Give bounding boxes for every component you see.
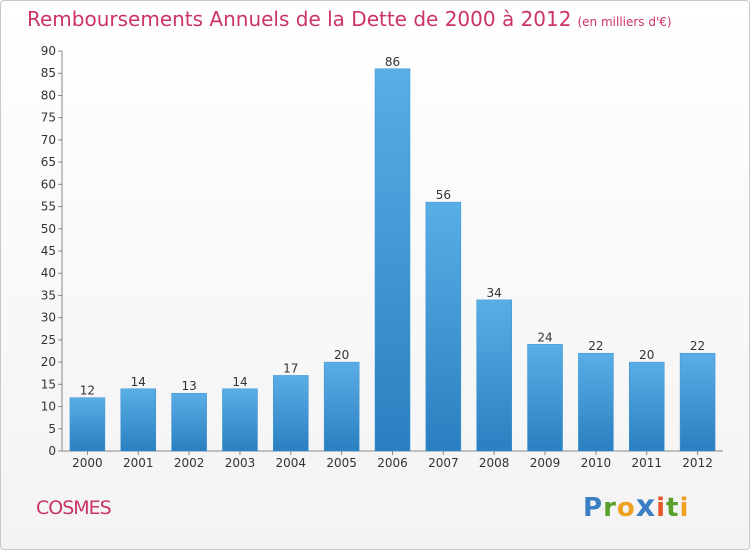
bar-value-label: 24 [537,330,552,344]
y-tick-label: 70 [41,133,56,147]
bar-value-label: 56 [436,188,451,202]
bar-value-label: 14 [232,375,247,389]
proxiti-logo: Proxiti [583,489,690,524]
y-axis: 0 5 10 15 20 25 30 35 40 45 50 55 60 65 70 75 80 85 90 [41,44,63,458]
x-tick-label: 2003 [225,456,256,470]
x-tick-label: 2005 [326,456,357,470]
y-tick-label: 15 [41,377,56,391]
bar [425,201,462,452]
chart-title-text: Remboursements Annuels de la Dette de 20… [27,7,572,31]
bar-value-label: 22 [690,339,705,353]
x-tick-label: 2011 [631,456,662,470]
y-tick-label: 90 [41,44,56,58]
x-tick-label: 2008 [479,456,510,470]
x-tick-label: 2007 [428,456,459,470]
chart-title: Remboursements Annuels de la Dette de 20… [27,7,672,31]
bar-value-label: 86 [385,55,400,69]
bar-value-label: 12 [80,384,95,398]
bar [171,392,207,452]
x-tick-label: 2000 [72,456,103,470]
bar [273,375,309,452]
y-tick-label: 85 [41,66,56,80]
y-tick-label: 45 [41,244,56,258]
y-tick-label: 60 [41,177,56,191]
bar-value-label: 14 [131,375,146,389]
y-tick-label: 30 [41,311,56,325]
bars [69,68,716,452]
x-tick-label: 2010 [581,456,612,470]
bar-value-label: 20 [639,348,654,362]
bar [578,352,614,452]
bar [69,397,106,452]
bar-value-label: 17 [283,361,298,375]
y-tick-label: 25 [41,333,56,347]
bar [628,361,665,452]
x-tick-label: 2006 [377,456,408,470]
y-tick-label: 55 [41,200,56,214]
bar [222,388,258,452]
x-tick-label: 2004 [276,456,307,470]
y-tick-label: 75 [41,111,56,125]
x-axis: 2000 2001 2002 2003 2004 2005 2006 2007 2008 2009… [62,450,723,470]
bar-value-label: 20 [334,348,349,362]
bar-value-label: 13 [181,379,196,393]
commune-name: COSMES [36,497,112,519]
y-tick-label: 10 [41,400,56,414]
x-tick-label: 2002 [174,456,205,470]
y-tick-label: 5 [48,422,56,436]
bar [120,388,157,452]
y-tick-label: 65 [41,155,56,169]
y-tick-label: 20 [41,355,56,369]
y-tick-label: 80 [41,88,56,102]
bar [323,361,360,452]
x-tick-label: 2001 [123,456,154,470]
bar [374,68,411,452]
bar [679,352,716,452]
bar-labels: 12 14 13 14 17 20 86 56 34 24 22 20 22 [80,55,705,398]
y-tick-label: 0 [48,444,56,458]
x-tick-label: 2009 [530,456,561,470]
y-tick-label: 50 [41,222,56,236]
bar-value-label: 34 [487,286,502,300]
x-tick-label: 2012 [682,456,713,470]
chart-subtitle: (en milliers d'€) [577,15,672,29]
bar-value-label: 22 [588,339,603,353]
bar [527,344,563,452]
y-tick-label: 35 [41,288,56,302]
bar [476,299,512,452]
y-tick-label: 40 [41,266,56,280]
